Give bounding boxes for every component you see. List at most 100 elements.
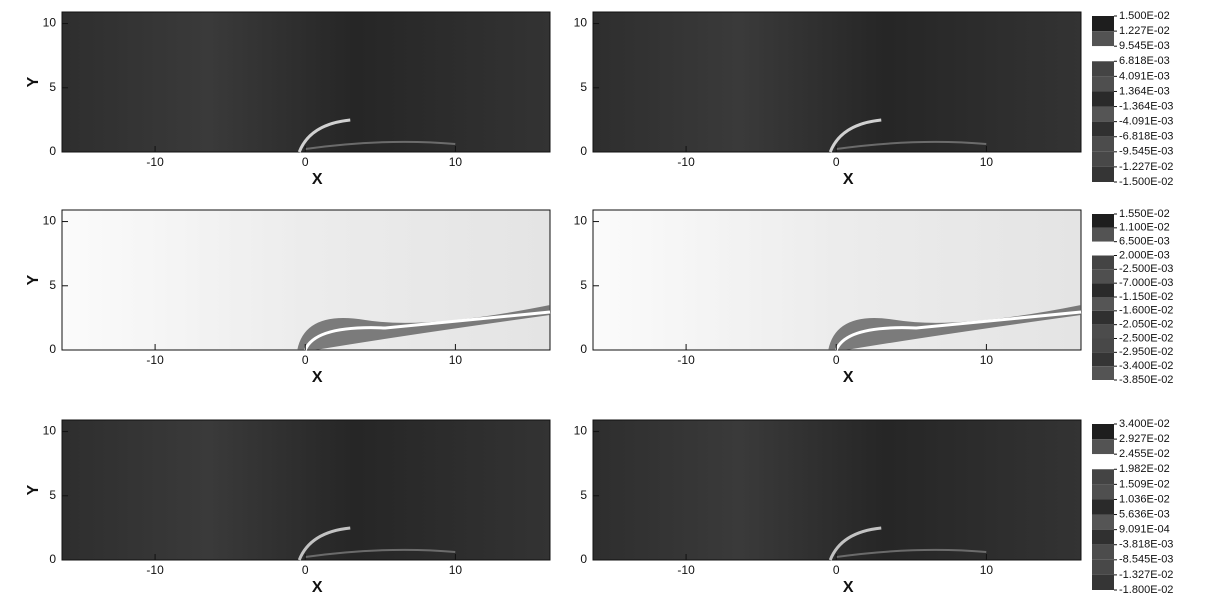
colorbar-band [1092,242,1114,256]
colorbar-band [1092,76,1114,91]
colorbar-band [1092,269,1114,283]
colorbar-label: 1.364E-03 [1119,85,1170,97]
colorbar-band [1092,122,1114,137]
colorbar-label: -1.150E-02 [1119,291,1173,303]
colorbar: 1.550E-021.100E-026.500E-032.000E-03-2.5… [1092,208,1173,386]
colorbar-label: 1.982E-02 [1119,463,1170,475]
colorbar-band [1092,424,1114,439]
colorbar-label: 1.100E-02 [1119,222,1170,234]
colorbar-label: -2.500E-02 [1119,332,1173,344]
contour-field [593,420,1081,560]
y-axis-label: Y [25,484,42,495]
colorbar-band [1092,167,1114,182]
colorbar-label: 6.818E-03 [1119,55,1170,67]
colorbar-band [1092,214,1114,228]
y-tick-label: 10 [574,16,588,30]
colorbar-band [1092,545,1114,560]
x-tick-label: 10 [980,563,994,577]
y-tick-label: 0 [580,342,587,356]
x-axis-label: X [312,579,323,595]
y-axis-label: Y [25,274,42,285]
colorbar-label: 1.036E-02 [1119,493,1170,505]
y-tick-label: 5 [49,488,56,502]
x-tick-label: 0 [302,563,309,577]
contour-field [593,12,1081,152]
colorbar-label: 1.550E-02 [1119,208,1170,220]
y-tick-label: 5 [49,80,56,94]
colorbar-band [1092,575,1114,590]
colorbar-label: -1.600E-02 [1119,305,1173,317]
colorbar-band [1092,530,1114,545]
y-tick-label: 0 [49,342,56,356]
x-tick-label: 10 [449,353,463,367]
colorbar-label: -2.950E-02 [1119,346,1173,358]
colorbar-band [1092,91,1114,106]
x-tick-label: -10 [677,155,695,169]
colorbar-label: 9.091E-04 [1119,524,1170,536]
y-tick-label: 0 [580,552,587,566]
contour-field [62,12,550,152]
colorbar-band [1092,152,1114,167]
colorbar-label: 2.455E-02 [1119,448,1170,460]
colorbar-band [1092,515,1114,530]
y-tick-label: 10 [574,214,588,228]
x-tick-label: 10 [449,155,463,169]
y-tick-label: 5 [580,80,587,94]
colorbar: 1.500E-02 1.227E-02 9.545E-03 6.818E-03 4.09… [1092,10,1173,188]
colorbar-label: 5.636E-03 [1119,508,1170,520]
x-axis-label: X [312,369,323,386]
colorbar-label: 1.509E-02 [1119,478,1170,490]
colorbar-band [1092,454,1114,469]
colorbar-label: -3.400E-02 [1119,360,1173,372]
colorbar-label: 6.500E-03 [1119,236,1170,248]
colorbar-label: -8.545E-03 [1119,554,1173,566]
x-tick-label: -10 [146,563,164,577]
colorbar-label: -1.227E-02 [1119,161,1173,173]
x-tick-label: -10 [146,353,164,367]
colorbar-label: -1.327E-02 [1119,569,1173,581]
colorbar-label: -3.850E-02 [1119,374,1173,386]
contour-field [62,420,550,560]
colorbar-band [1092,61,1114,76]
y-tick-label: 5 [580,488,587,502]
colorbar-label: -2.500E-03 [1119,263,1173,275]
x-axis-label: X [843,171,854,188]
contour-field [593,210,1081,350]
colorbar-band [1092,311,1114,325]
colorbar-band [1092,469,1114,484]
y-tick-label: 0 [49,552,56,566]
colorbar-label: 2.927E-02 [1119,433,1170,445]
colorbar-label: -9.545E-03 [1119,146,1173,158]
x-axis-label: X [312,171,323,188]
colorbar-band [1092,499,1114,514]
colorbar-label: 3.400E-02 [1119,418,1170,430]
x-tick-label: 0 [833,563,840,577]
colorbar-label: -6.818E-03 [1119,131,1173,143]
x-axis-label: X [843,579,854,595]
colorbar-band [1092,339,1114,353]
colorbar-label: 9.545E-03 [1119,40,1170,52]
colorbar-band [1092,560,1114,575]
x-axis-label: X [843,369,854,386]
y-tick-label: 5 [49,278,56,292]
colorbar-band [1092,484,1114,499]
x-tick-label: 10 [980,353,994,367]
colorbar-band [1092,352,1114,366]
colorbar-label: -2.050E-02 [1119,319,1173,331]
colorbar-band [1092,46,1114,61]
colorbar-band [1092,16,1114,31]
colorbar-band [1092,31,1114,46]
colorbar-label: 1.500E-02 [1119,10,1170,22]
y-axis-label: Y [25,76,42,87]
colorbar-band [1092,325,1114,339]
x-tick-label: -10 [677,563,695,577]
x-tick-label: 0 [302,353,309,367]
x-tick-label: 10 [449,563,463,577]
colorbar-label: 4.091E-03 [1119,70,1170,82]
y-tick-label: 0 [49,144,56,158]
y-tick-label: 10 [43,16,57,30]
colorbar-label: 1.227E-02 [1119,25,1170,37]
colorbar-band [1092,256,1114,270]
colorbar: 3.400E-02 2.927E-02 2.455E-02 1.982E-02 1.50… [1092,418,1173,595]
x-tick-label: 0 [302,155,309,169]
